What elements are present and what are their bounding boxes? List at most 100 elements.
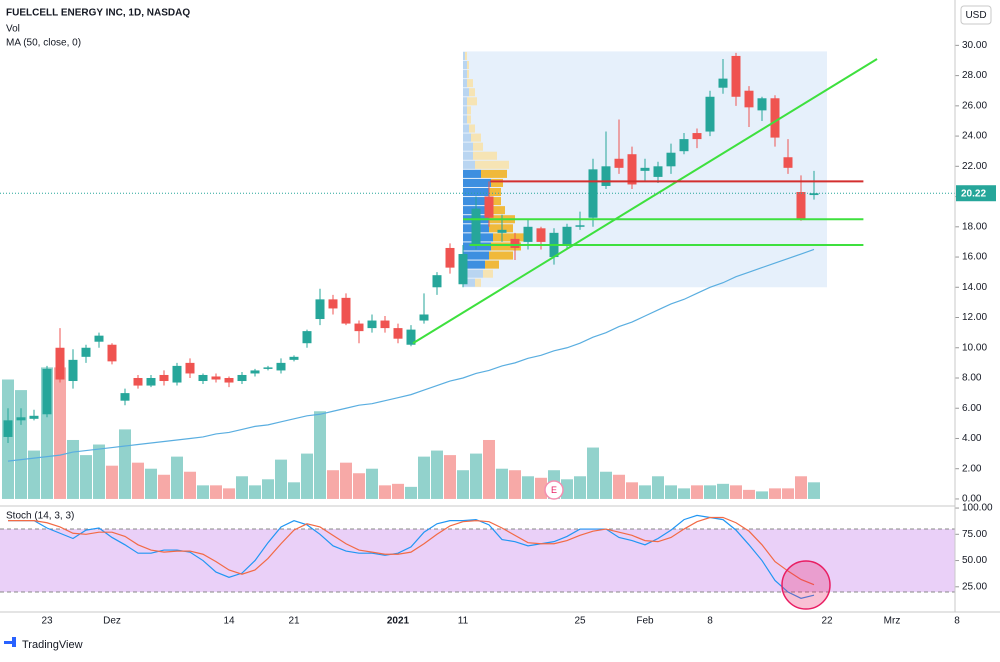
profile-up <box>463 278 475 287</box>
stoch-tick-label: 50.00 <box>962 555 987 566</box>
y-tick-label: 24.00 <box>962 131 987 142</box>
volume-legend: Vol <box>6 24 20 35</box>
y-tick-label: 18.00 <box>962 221 987 232</box>
candle-body <box>497 229 507 233</box>
candle-body <box>536 228 546 242</box>
profile-down <box>465 51 467 60</box>
volume-bar <box>496 468 508 499</box>
volume-bar <box>210 485 222 499</box>
candle-body <box>484 196 494 218</box>
candle-body <box>731 55 741 97</box>
candle-body <box>328 299 338 309</box>
candle-body <box>523 226 533 242</box>
x-tick-label: 14 <box>223 616 235 627</box>
volume-bar <box>340 462 352 499</box>
candle-body <box>367 320 377 329</box>
volume-bar <box>574 476 586 499</box>
candle-body <box>601 166 611 186</box>
volume-bar <box>431 450 443 499</box>
profile-down <box>489 251 513 260</box>
stoch-tick-label: 75.00 <box>962 529 987 540</box>
profile-up <box>463 169 481 178</box>
candle-body <box>406 329 416 345</box>
volume-bar <box>301 453 313 499</box>
volume-bar <box>613 474 625 499</box>
volume-bar <box>275 459 287 499</box>
profile-down <box>481 169 507 178</box>
candle-body <box>510 238 520 248</box>
profile-up <box>463 160 475 169</box>
stoch-tick-label: 100.00 <box>962 503 993 514</box>
candle-body <box>263 367 273 369</box>
candle-body <box>146 377 156 386</box>
candle-body <box>458 254 468 285</box>
candle-body <box>185 362 195 374</box>
profile-down <box>471 133 481 142</box>
profile-down <box>493 233 529 242</box>
candle-body <box>341 297 351 324</box>
y-tick-label: 30.00 <box>962 40 987 51</box>
ma-legend: MA (50, close, 0) <box>6 38 81 49</box>
profile-down <box>467 70 469 79</box>
candle-body <box>16 417 26 421</box>
volume-bar <box>626 482 638 499</box>
volume-bar <box>197 485 209 499</box>
volume-bar <box>106 465 118 499</box>
profile-down <box>469 124 475 133</box>
profile-up <box>463 151 473 160</box>
y-tick-label: 26.00 <box>962 100 987 111</box>
profile-up <box>463 115 467 124</box>
volume-bar <box>145 468 157 499</box>
x-tick-label: 22 <box>821 616 833 627</box>
profile-up <box>463 70 467 79</box>
stoch-tick-label: 25.00 <box>962 581 987 592</box>
stoch-legend: Stoch (14, 3, 3) <box>6 511 74 522</box>
volume-bar <box>353 473 365 499</box>
candle-body <box>224 377 234 383</box>
candle-body <box>783 157 793 168</box>
volume-bar <box>314 411 326 499</box>
candle-body <box>198 374 208 382</box>
volume-bar <box>184 471 196 499</box>
y-tick-label: 0.00 <box>962 494 982 505</box>
candle-body <box>393 328 403 339</box>
x-tick-label: 23 <box>41 616 53 627</box>
x-tick-label: 8 <box>707 616 713 627</box>
profile-down <box>475 160 509 169</box>
candle-body <box>276 362 286 371</box>
candle-body <box>666 152 676 167</box>
y-tick-label: 14.00 <box>962 282 987 293</box>
profile-up <box>463 251 489 260</box>
x-tick-label: 2021 <box>387 616 410 627</box>
volume-bar <box>639 485 651 499</box>
volume-bar <box>535 477 547 499</box>
candle-body <box>640 167 650 171</box>
profile-down <box>475 278 481 287</box>
volume-bar <box>405 486 417 499</box>
front-layer: 0.00 2.00 4.00 6.00 8.00 10.00 12.00 14.00 16.00… <box>0 40 996 627</box>
volume-bar <box>678 488 690 499</box>
volume-bar <box>652 476 664 499</box>
volume-bar <box>587 447 599 499</box>
brand: TradingView <box>22 639 83 651</box>
volume-bar <box>808 482 820 499</box>
x-tick-label: Dez <box>103 616 121 627</box>
last-price-label: 20.22 <box>961 188 986 199</box>
profile-down <box>485 260 499 269</box>
stoch-line <box>8 514 815 599</box>
x-tick-label: 8 <box>954 616 960 627</box>
volume-bar <box>236 476 248 499</box>
ma-line <box>7 248 815 462</box>
candle-body <box>432 275 442 288</box>
candle-body <box>718 78 728 88</box>
candle-body <box>627 154 637 185</box>
profile-down <box>483 269 493 278</box>
volume-bar <box>379 485 391 499</box>
profile-down <box>469 88 475 97</box>
volume-bar <box>158 474 170 499</box>
volume-bar <box>730 485 742 499</box>
volume-bar <box>756 491 768 499</box>
currency-box <box>960 5 992 25</box>
candle-body <box>614 158 624 168</box>
candle-body <box>588 169 598 218</box>
